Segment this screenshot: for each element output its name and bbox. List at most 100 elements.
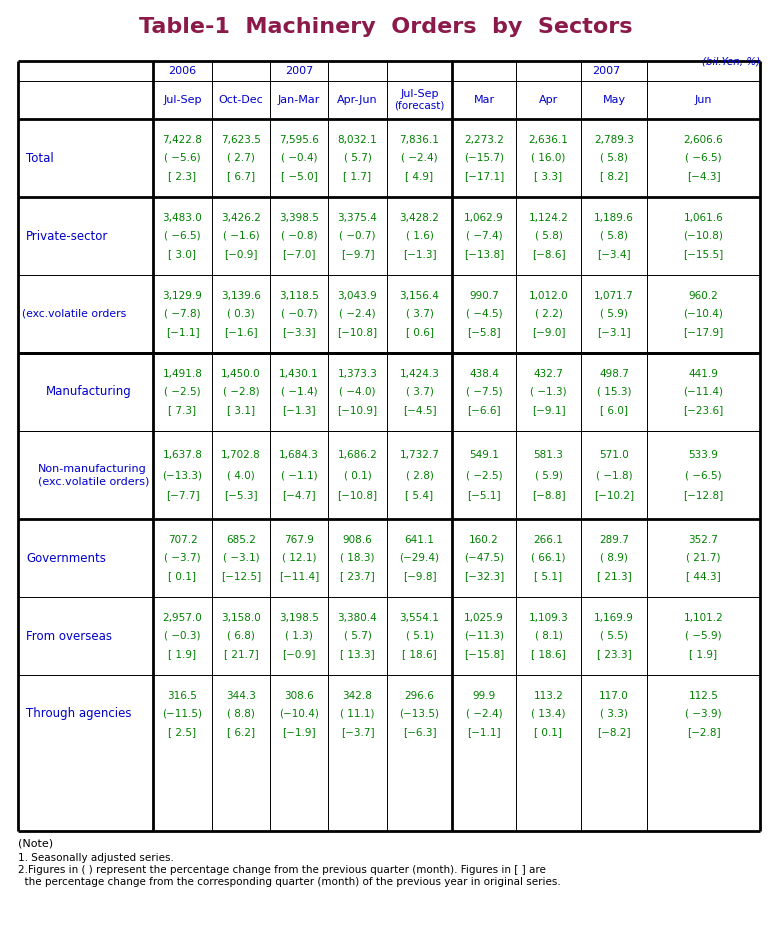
Text: Apr-Jun: Apr-Jun	[337, 95, 378, 105]
Text: ( −0.7): ( −0.7)	[339, 231, 376, 241]
Text: [−6.3]: [−6.3]	[403, 727, 436, 736]
Text: [−5.1]: [−5.1]	[467, 490, 501, 500]
Text: (−29.4): (−29.4)	[400, 553, 440, 563]
Text: 1,062.9: 1,062.9	[464, 213, 504, 223]
Text: 112.5: 112.5	[689, 691, 718, 701]
Text: [ 3.0]: [ 3.0]	[169, 249, 196, 258]
Text: [−4.5]: [−4.5]	[403, 405, 436, 415]
Text: Oct-Dec: Oct-Dec	[219, 95, 264, 105]
Text: [−8.2]: [−8.2]	[598, 727, 631, 736]
Text: (−47.5): (−47.5)	[464, 553, 504, 563]
Text: 1,124.2: 1,124.2	[529, 213, 568, 223]
Text: ( −3.9): ( −3.9)	[685, 709, 722, 719]
Text: 7,422.8: 7,422.8	[162, 135, 203, 146]
Text: 3,043.9: 3,043.9	[338, 291, 377, 301]
Text: [ 23.3]: [ 23.3]	[597, 649, 632, 658]
Text: ( 5.7): ( 5.7)	[343, 153, 372, 163]
Text: [ 0.1]: [ 0.1]	[169, 571, 196, 580]
Text: ( −2.4): ( −2.4)	[465, 709, 502, 719]
Text: May: May	[602, 95, 625, 105]
Text: [−15.8]: [−15.8]	[464, 649, 504, 658]
Text: 2006: 2006	[169, 66, 196, 76]
Text: [ 3.3]: [ 3.3]	[534, 171, 563, 180]
Text: 767.9: 767.9	[284, 535, 314, 546]
Text: [−5.3]: [−5.3]	[224, 490, 258, 500]
Text: ( 2.2): ( 2.2)	[535, 309, 563, 319]
Text: ( 21.7): ( 21.7)	[686, 553, 720, 563]
Text: [ 2.5]: [ 2.5]	[169, 727, 196, 736]
Text: 3,198.5: 3,198.5	[279, 613, 319, 623]
Text: 2,606.6: 2,606.6	[683, 135, 724, 146]
Text: 1,012.0: 1,012.0	[529, 291, 568, 301]
Text: 344.3: 344.3	[226, 691, 256, 701]
Text: 160.2: 160.2	[469, 535, 499, 546]
Text: 2,789.3: 2,789.3	[594, 135, 634, 146]
Text: Governments: Governments	[26, 551, 106, 564]
Text: [−1.1]: [−1.1]	[467, 727, 501, 736]
Text: 3,483.0: 3,483.0	[162, 213, 203, 223]
Text: [−13.8]: [−13.8]	[464, 249, 504, 258]
Text: [−6.6]: [−6.6]	[467, 405, 501, 415]
Text: ( −0.3): ( −0.3)	[164, 631, 201, 641]
Text: [ 21.7]: [ 21.7]	[223, 649, 258, 658]
Text: 2,636.1: 2,636.1	[529, 135, 568, 146]
Text: [−5.8]: [−5.8]	[467, 327, 501, 337]
Text: ( 8.8): ( 8.8)	[227, 709, 255, 719]
Text: [−23.6]: [−23.6]	[683, 405, 724, 415]
Text: [−3.7]: [−3.7]	[341, 727, 374, 736]
Text: ( 16.0): ( 16.0)	[531, 153, 566, 163]
Text: Table-1  Machinery  Orders  by  Sectors: Table-1 Machinery Orders by Sectors	[139, 17, 633, 37]
Text: From overseas: From overseas	[26, 629, 112, 642]
Text: Through agencies: Through agencies	[26, 707, 131, 720]
Text: 1,637.8: 1,637.8	[162, 450, 203, 460]
Text: [−1.1]: [−1.1]	[165, 327, 199, 337]
Text: [ 18.6]: [ 18.6]	[531, 649, 566, 658]
Text: ( −1.3): ( −1.3)	[530, 387, 567, 397]
Text: [ 1.7]: [ 1.7]	[343, 171, 372, 180]
Text: 7,595.6: 7,595.6	[279, 135, 319, 146]
Text: [−10.8]: [−10.8]	[338, 327, 377, 337]
Text: ( −1.1): ( −1.1)	[281, 470, 317, 480]
Text: ( −0.8): ( −0.8)	[281, 231, 317, 241]
Text: 432.7: 432.7	[533, 369, 564, 379]
Text: ( 4.0): ( 4.0)	[227, 470, 255, 480]
Text: 1,189.6: 1,189.6	[594, 213, 634, 223]
Text: Jul-Sep: Jul-Sep	[163, 95, 202, 105]
Text: (−10.8): (−10.8)	[683, 231, 724, 241]
Text: ( −2.8): ( −2.8)	[223, 387, 259, 397]
Text: 3,158.0: 3,158.0	[221, 613, 261, 623]
Text: (−10.4): (−10.4)	[683, 309, 724, 319]
Text: ( 15.3): ( 15.3)	[597, 387, 632, 397]
Text: 3,428.2: 3,428.2	[400, 213, 439, 223]
Text: Jun: Jun	[695, 95, 712, 105]
Text: [ 1.9]: [ 1.9]	[169, 649, 196, 658]
Text: 498.7: 498.7	[599, 369, 629, 379]
Text: Private-sector: Private-sector	[26, 229, 108, 242]
Text: Apr: Apr	[539, 95, 558, 105]
Text: ( −0.7): ( −0.7)	[281, 309, 317, 319]
Text: ( 66.1): ( 66.1)	[531, 553, 566, 563]
Text: [−10.9]: [−10.9]	[338, 405, 377, 415]
Text: [ 0.6]: [ 0.6]	[406, 327, 434, 337]
Text: 8,032.1: 8,032.1	[338, 135, 377, 146]
Text: (−11.4): (−11.4)	[683, 387, 724, 397]
Text: ( −1.4): ( −1.4)	[281, 387, 317, 397]
Text: Non-manufacturing
(exc.volatile orders): Non-manufacturing (exc.volatile orders)	[38, 464, 149, 486]
Text: [−8.6]: [−8.6]	[532, 249, 565, 258]
Text: ( −7.4): ( −7.4)	[465, 231, 502, 241]
Text: ( 5.8): ( 5.8)	[535, 231, 563, 241]
Text: [ 6.2]: [ 6.2]	[227, 727, 255, 736]
Text: [−32.3]: [−32.3]	[464, 571, 504, 580]
Text: [ 5.4]: [ 5.4]	[405, 490, 434, 500]
Text: [−1.9]: [−1.9]	[282, 727, 316, 736]
Text: [−1.3]: [−1.3]	[282, 405, 316, 415]
Text: ( −6.5): ( −6.5)	[685, 153, 722, 163]
Text: ( 3.7): ( 3.7)	[406, 387, 434, 397]
Text: 2,273.2: 2,273.2	[464, 135, 504, 146]
Text: 1,702.8: 1,702.8	[221, 450, 261, 460]
Text: ( 1.3): ( 1.3)	[285, 631, 313, 641]
Text: (−10.4): (−10.4)	[279, 709, 319, 719]
Text: (forecast): (forecast)	[394, 101, 444, 111]
Text: 1,169.9: 1,169.9	[594, 613, 634, 623]
Text: ( 3.7): ( 3.7)	[406, 309, 434, 319]
